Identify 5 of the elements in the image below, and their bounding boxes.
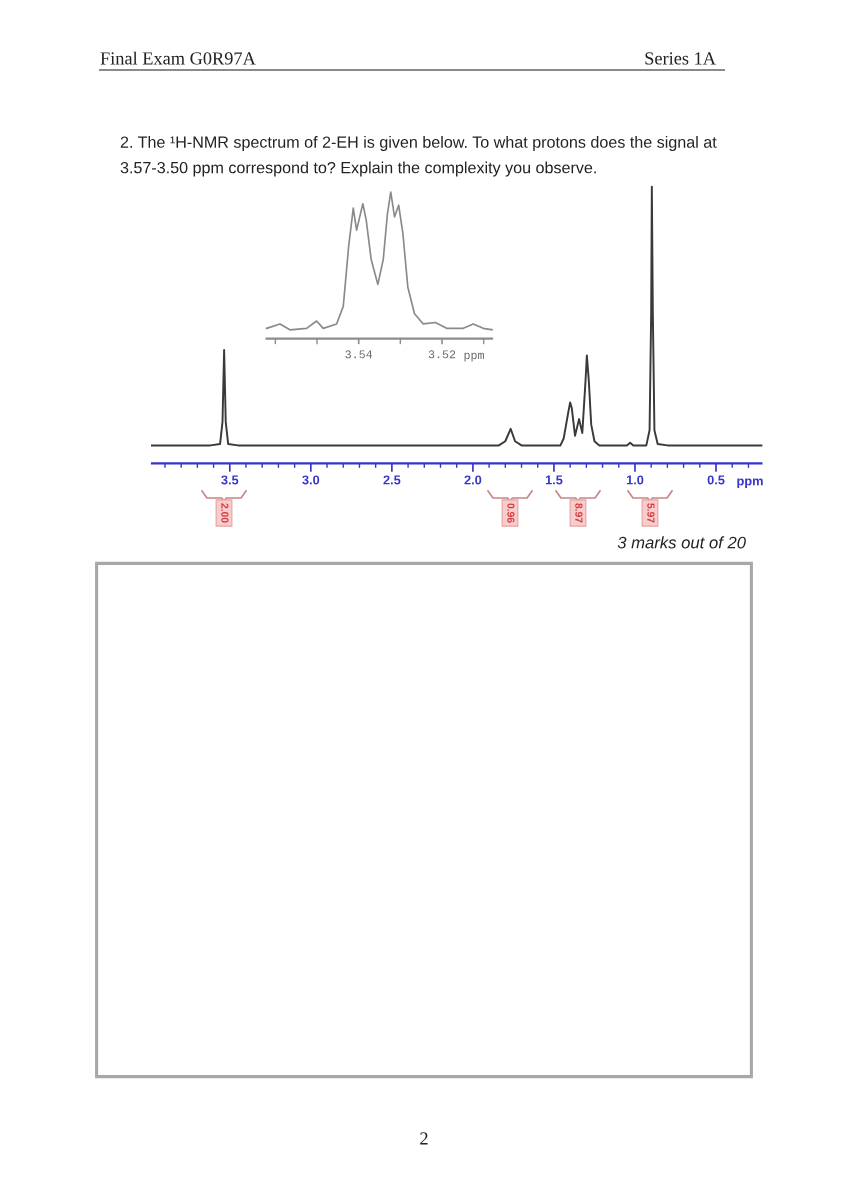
text: 2 bbox=[420, 1132, 428, 1145]
text: 3 marks out of 20 bbox=[617, 536, 746, 549]
chart-title: 2. The ¹H-NMR spectrum of 2-EH is given below. To what protons does the signal at 3.57-3.50 ppm correspond to? Explain the complexity you observe. bbox=[120, 136, 717, 177]
text: Final Exam G0R97A bbox=[100, 51, 256, 65]
text: Series 1A bbox=[645, 52, 716, 65]
